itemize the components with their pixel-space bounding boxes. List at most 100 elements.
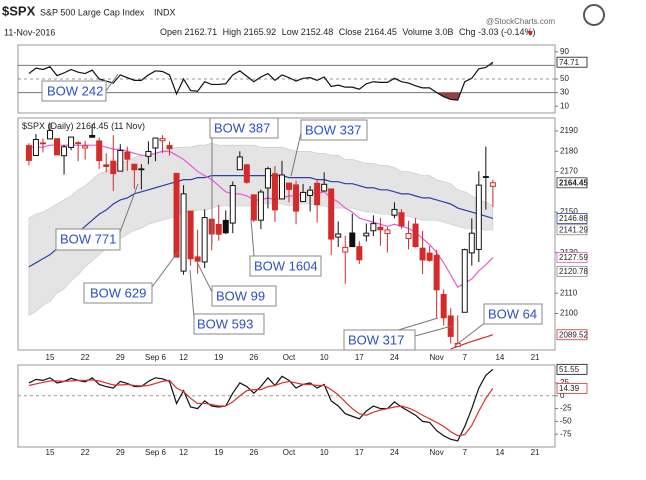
candle-body: [398, 212, 405, 227]
candle-body: [75, 142, 82, 145]
candle-body: [482, 176, 489, 178]
y-tick-label: 0: [560, 391, 565, 400]
candle-body: [321, 183, 328, 192]
annotation-text: BOW 771: [60, 231, 116, 246]
candle-body: [201, 217, 208, 263]
value-label-box: [556, 329, 588, 341]
candle-body: [54, 138, 61, 156]
annotation: BOW 99: [197, 263, 277, 307]
y-tick-label: -50: [560, 416, 572, 425]
candle-body: [124, 151, 131, 160]
y-tick-label: 50: [560, 74, 569, 83]
y-tick-label: 2110: [560, 288, 578, 297]
value-label-box: [556, 363, 588, 375]
candle-body: [145, 150, 152, 157]
source: @StockCharts.com: [486, 17, 555, 26]
corner-icon: [583, 4, 605, 26]
series-line: [28, 174, 494, 268]
candle-body: [300, 191, 307, 203]
candle-body: [419, 247, 426, 261]
leader: [414, 325, 453, 337]
annotation: BOW 64: [455, 303, 543, 346]
annotation-text: BOW 242: [47, 83, 103, 98]
x-tick-label: 29: [116, 353, 125, 362]
y-tick-label: 30: [560, 88, 569, 97]
annotation-box: [83, 282, 153, 304]
y-tick-label: 2100: [560, 309, 578, 318]
candle-body: [377, 226, 384, 231]
series-line: [450, 334, 494, 350]
candle-body: [61, 146, 68, 157]
value: 2152.48: [301, 27, 334, 37]
candle-body: [187, 210, 194, 260]
value: 3.0B: [435, 27, 454, 37]
annotation-text: BOW 337: [305, 122, 361, 137]
candle-body: [384, 229, 391, 235]
annotation-text: BOW 1604: [254, 258, 318, 273]
x-tick-label: 14: [495, 448, 504, 457]
x-tick-label: 21: [531, 353, 540, 362]
x-tick-label: 19: [214, 353, 223, 362]
legend-close: 2164.45: [76, 121, 109, 131]
legend-date: (11 Nov): [111, 121, 145, 131]
x-tick-label: 22: [81, 353, 90, 362]
candle-body: [39, 142, 46, 145]
value-label: 2141.29: [559, 225, 588, 234]
candle-body: [89, 134, 96, 138]
value-label: 74.71: [559, 58, 580, 67]
x-tick-label: 21: [531, 448, 540, 457]
annotation: BOW 317: [343, 317, 453, 351]
security-name: S&P 500 Large Cap Index: [40, 7, 145, 17]
leader: [290, 132, 302, 177]
annotation: BOW 242: [41, 73, 119, 102]
candle-body: [278, 174, 285, 200]
annotation-box: [211, 285, 277, 307]
x-tick-label: 12: [179, 448, 188, 457]
annotation-box: [300, 119, 368, 141]
exchange: INDX: [154, 7, 176, 17]
annotation-text: BOW 317: [348, 332, 404, 347]
value-label-box: [556, 265, 588, 277]
value-label: 2120.78: [559, 267, 588, 276]
candle-body: [117, 149, 124, 172]
annotation-text: BOW 64: [488, 306, 537, 321]
x-tick-label: 7: [463, 353, 468, 362]
annotation: BOW 593: [189, 269, 265, 335]
value-label-box: [556, 252, 588, 263]
annotation: BOW 629: [83, 251, 179, 304]
candle-body: [257, 191, 264, 221]
label: Low: [282, 27, 299, 37]
value-label-box: [556, 177, 588, 189]
annotation: BOW 771: [55, 183, 139, 251]
label: Volume: [402, 27, 432, 37]
candle-body: [391, 208, 398, 216]
annotation-box: [41, 80, 107, 102]
leader: [105, 73, 119, 92]
label: High: [223, 27, 242, 37]
candle-body: [489, 182, 496, 187]
oscillator-frame: [17, 364, 556, 448]
value: 2164.45: [364, 27, 397, 37]
annotation-box: [249, 255, 322, 277]
zone-fill: [28, 92, 493, 101]
candle-body: [236, 156, 243, 171]
x-tick-label: 7: [463, 448, 468, 457]
candle-body: [342, 246, 349, 253]
annotation-box: [483, 303, 543, 325]
value-label-box: [556, 382, 588, 394]
value-label: 14.39: [559, 384, 580, 393]
leader: [455, 321, 487, 346]
candle-body: [152, 137, 159, 149]
x-tick-label: 15: [46, 353, 55, 362]
y-tick-label: 2190: [560, 126, 578, 135]
candle-body: [264, 168, 271, 189]
annotation-text: BOW 593: [197, 316, 253, 331]
x-tick-label: 10: [320, 448, 329, 457]
candle-body: [475, 184, 482, 250]
candle-body: [293, 184, 300, 212]
legend-symbol: $SPX (Daily): [22, 121, 74, 131]
candle-body: [82, 145, 89, 149]
candle-body: [96, 140, 103, 162]
